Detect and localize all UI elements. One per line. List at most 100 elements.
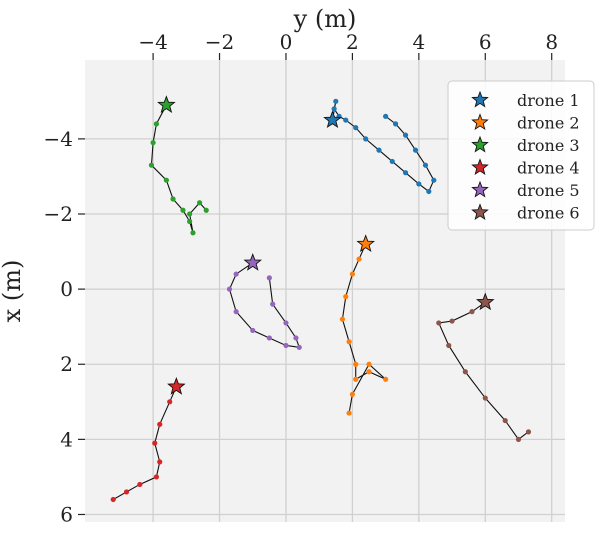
trajectory-line xyxy=(437,301,529,441)
start-star-marker xyxy=(475,292,495,311)
trajectory-point xyxy=(346,339,352,345)
legend-label: drone 2 xyxy=(517,114,580,133)
trajectory-point xyxy=(187,211,193,217)
trajectory-point xyxy=(426,188,432,195)
trajectory-point xyxy=(283,320,289,326)
trajectory-point xyxy=(157,421,163,427)
trajectory-point xyxy=(110,496,116,503)
trajectory-point xyxy=(187,218,193,225)
trajectory-point xyxy=(148,162,155,168)
trajectory-point xyxy=(402,170,409,176)
trajectory-point xyxy=(383,376,389,382)
trajectory-point xyxy=(346,410,352,416)
trajectory-point xyxy=(383,113,389,119)
trajectory-point xyxy=(163,177,169,183)
trajectory-point xyxy=(197,200,203,206)
trajectory-point xyxy=(250,327,256,334)
trajectory-point xyxy=(392,121,399,127)
legend-marker xyxy=(471,180,489,198)
trajectory-point xyxy=(153,121,160,127)
trajectory-point xyxy=(123,489,130,495)
legend-label: drone 3 xyxy=(517,136,580,155)
trajectory-point xyxy=(363,136,369,142)
series-drone-1 xyxy=(323,98,437,195)
trajectory-point xyxy=(449,318,455,324)
legend-marker xyxy=(471,203,489,220)
trajectory-point xyxy=(339,316,346,322)
x-tick-label: −4 xyxy=(138,30,167,54)
trajectory-point xyxy=(515,436,522,442)
trajectory-point xyxy=(283,342,289,349)
x-tick-label: −2 xyxy=(205,30,234,54)
trajectory-point xyxy=(469,309,475,315)
legend-label: drone 4 xyxy=(517,159,580,178)
trajectory-point xyxy=(436,320,442,326)
trajectory-point xyxy=(343,117,349,123)
trajectory-point xyxy=(157,459,163,465)
x-tick-label: 0 xyxy=(280,30,293,54)
trajectory-point xyxy=(180,207,186,213)
trajectory-point xyxy=(333,98,339,104)
y-tick-label: −2 xyxy=(44,202,73,226)
series-drone-2 xyxy=(339,234,389,416)
trajectory-point xyxy=(170,196,176,202)
start-star-marker xyxy=(167,377,186,395)
trajectory-point xyxy=(153,474,160,480)
series-layer xyxy=(110,95,532,503)
trajectory-point xyxy=(266,275,272,281)
trajectory-point xyxy=(412,147,419,153)
trajectory-point xyxy=(389,158,395,165)
trajectory-point xyxy=(349,391,356,397)
trajectory-point xyxy=(150,140,156,146)
legend-marker xyxy=(471,135,489,153)
x-axis-title: y (m) xyxy=(293,5,357,33)
grid xyxy=(85,60,565,522)
x-tick-label: 6 xyxy=(479,30,492,54)
trajectory-point xyxy=(525,429,532,435)
series-drone-3 xyxy=(148,95,209,236)
trajectory-point xyxy=(233,309,239,315)
trajectory-point xyxy=(353,361,359,367)
trajectory-point xyxy=(190,230,196,236)
trajectory-point xyxy=(376,147,382,153)
trajectory-point xyxy=(462,369,468,375)
trajectory-point xyxy=(446,342,452,349)
trajectory-point xyxy=(296,344,302,350)
legend-marker xyxy=(471,90,489,108)
start-star-marker xyxy=(243,253,263,271)
series-drone-4 xyxy=(110,377,186,503)
y-tick-label: −4 xyxy=(44,127,73,151)
trajectory-point xyxy=(366,361,372,367)
legend-label: drone 1 xyxy=(517,91,580,110)
y-tick-label: 4 xyxy=(60,427,73,451)
legend-marker xyxy=(471,158,489,175)
start-star-marker xyxy=(323,110,342,128)
trajectory-point xyxy=(353,125,359,131)
trajectory-point xyxy=(431,177,437,183)
legend-label: drone 5 xyxy=(517,181,580,200)
y-tick-label: 6 xyxy=(60,502,73,526)
series-drone-6 xyxy=(436,292,532,442)
legend-box xyxy=(447,80,595,231)
trajectory-point xyxy=(356,256,362,262)
legend: drone 1 drone 2 drone 3 drone 4 drone 5 drone… xyxy=(447,80,595,231)
x-tick-label: 8 xyxy=(545,30,558,54)
trajectory-point xyxy=(266,335,272,341)
trajectory-point xyxy=(152,440,158,446)
start-star-marker xyxy=(157,95,176,113)
trajectory-point xyxy=(349,271,356,277)
trajectory-point xyxy=(416,181,422,187)
y-tick-label: 0 xyxy=(60,277,73,301)
trajectory-point xyxy=(366,369,372,375)
trajectory-point xyxy=(343,294,349,300)
axes: −4 −2 0 2 4 6 8 −4 −2 0 2 4 6 xyxy=(44,30,559,526)
trajectory-point xyxy=(422,162,429,168)
legend-marker xyxy=(471,113,489,130)
trajectory-point xyxy=(226,286,233,292)
trajectory-point xyxy=(137,481,143,488)
x-tick-label: 2 xyxy=(346,30,359,54)
trajectory-point xyxy=(233,271,239,277)
trajectory-point xyxy=(203,207,209,213)
trajectory-point xyxy=(502,417,508,424)
trajectory-point xyxy=(270,301,276,307)
